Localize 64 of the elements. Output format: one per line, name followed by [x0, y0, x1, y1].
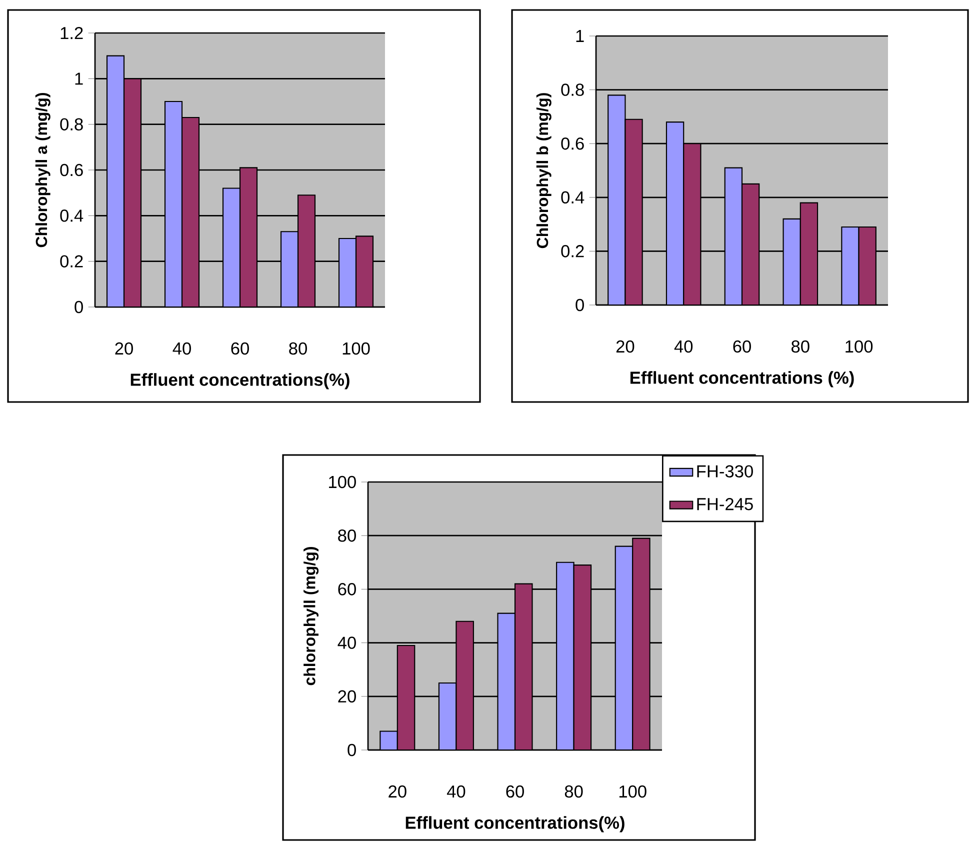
- bar: [514, 583, 533, 750]
- x-tick-label: 40: [446, 785, 466, 798]
- bar: [800, 202, 818, 305]
- bar: [239, 167, 258, 307]
- y-tick-label: 0: [576, 298, 584, 312]
- y-tick-label: 0.6: [60, 164, 83, 176]
- y-tick-label: 0.4: [561, 191, 584, 204]
- legend-label: FH-330: [697, 465, 753, 478]
- x-tick-label: 100: [846, 340, 873, 353]
- bar: [123, 78, 142, 307]
- y-tick-label: 0.8: [60, 118, 83, 130]
- bar: [497, 612, 516, 750]
- x-axis-title: Effluent concentrations(%): [130, 373, 350, 390]
- bar: [573, 564, 592, 750]
- y-axis-title: Chlorophyll b (mg/g): [536, 93, 552, 248]
- y-tick-label: 1: [75, 72, 83, 85]
- x-tick-label: 20: [616, 340, 634, 353]
- y-tick-label: 60: [338, 583, 356, 596]
- bar: [355, 236, 374, 307]
- y-tick-label: 0.4: [60, 210, 84, 222]
- x-tick-label: 20: [388, 785, 406, 798]
- x-tick-label: 100: [619, 785, 646, 798]
- x-tick-label: 40: [674, 340, 693, 353]
- bar: [841, 226, 860, 305]
- bar: [297, 194, 316, 307]
- y-axis-title: Chlorophyll a (mg/g): [35, 93, 50, 248]
- x-tick-label: 80: [289, 342, 307, 355]
- bar: [396, 644, 416, 750]
- bar: [556, 562, 574, 750]
- x-axis-title: Effluent concentrations (%): [630, 371, 854, 388]
- y-tick-label: 0: [74, 300, 83, 314]
- x-tick-label: 80: [792, 340, 810, 353]
- y-tick-label: 0.6: [561, 137, 584, 150]
- x-tick-label: 60: [506, 785, 524, 798]
- bar: [741, 183, 760, 305]
- y-tick-label: 80: [338, 529, 356, 542]
- bar: [782, 218, 801, 305]
- bar: [666, 122, 684, 305]
- y-tick-label: 0.8: [561, 84, 584, 96]
- y-axis-title: chlorophyll (mg/g): [304, 547, 319, 686]
- legend-label: FH-245: [697, 498, 753, 510]
- bar: [438, 682, 457, 750]
- y-tick-label: 1: [576, 30, 584, 42]
- y-tick-label: 20: [338, 690, 356, 703]
- x-tick-label: 20: [115, 342, 133, 355]
- bar: [683, 143, 702, 305]
- y-tick-label: 0: [348, 744, 356, 756]
- bar: [632, 538, 650, 750]
- x-axis-title: Effluent concentrations(%): [406, 816, 624, 832]
- bar: [614, 546, 634, 750]
- bar: [724, 167, 743, 305]
- bar: [858, 226, 876, 305]
- y-tick-label: 40: [338, 636, 356, 649]
- bar: [624, 118, 643, 305]
- x-tick-label: 40: [172, 342, 191, 355]
- y-tick-label: 100: [329, 476, 356, 488]
- y-tick-label: 0.2: [60, 255, 83, 268]
- bar: [608, 94, 626, 305]
- x-tick-label: 60: [231, 342, 249, 355]
- y-tick-label: 0.2: [561, 245, 584, 258]
- y-tick-label: 1.2: [60, 26, 83, 40]
- x-tick-label: 60: [733, 340, 751, 353]
- bar: [181, 116, 200, 307]
- bar: [456, 620, 474, 750]
